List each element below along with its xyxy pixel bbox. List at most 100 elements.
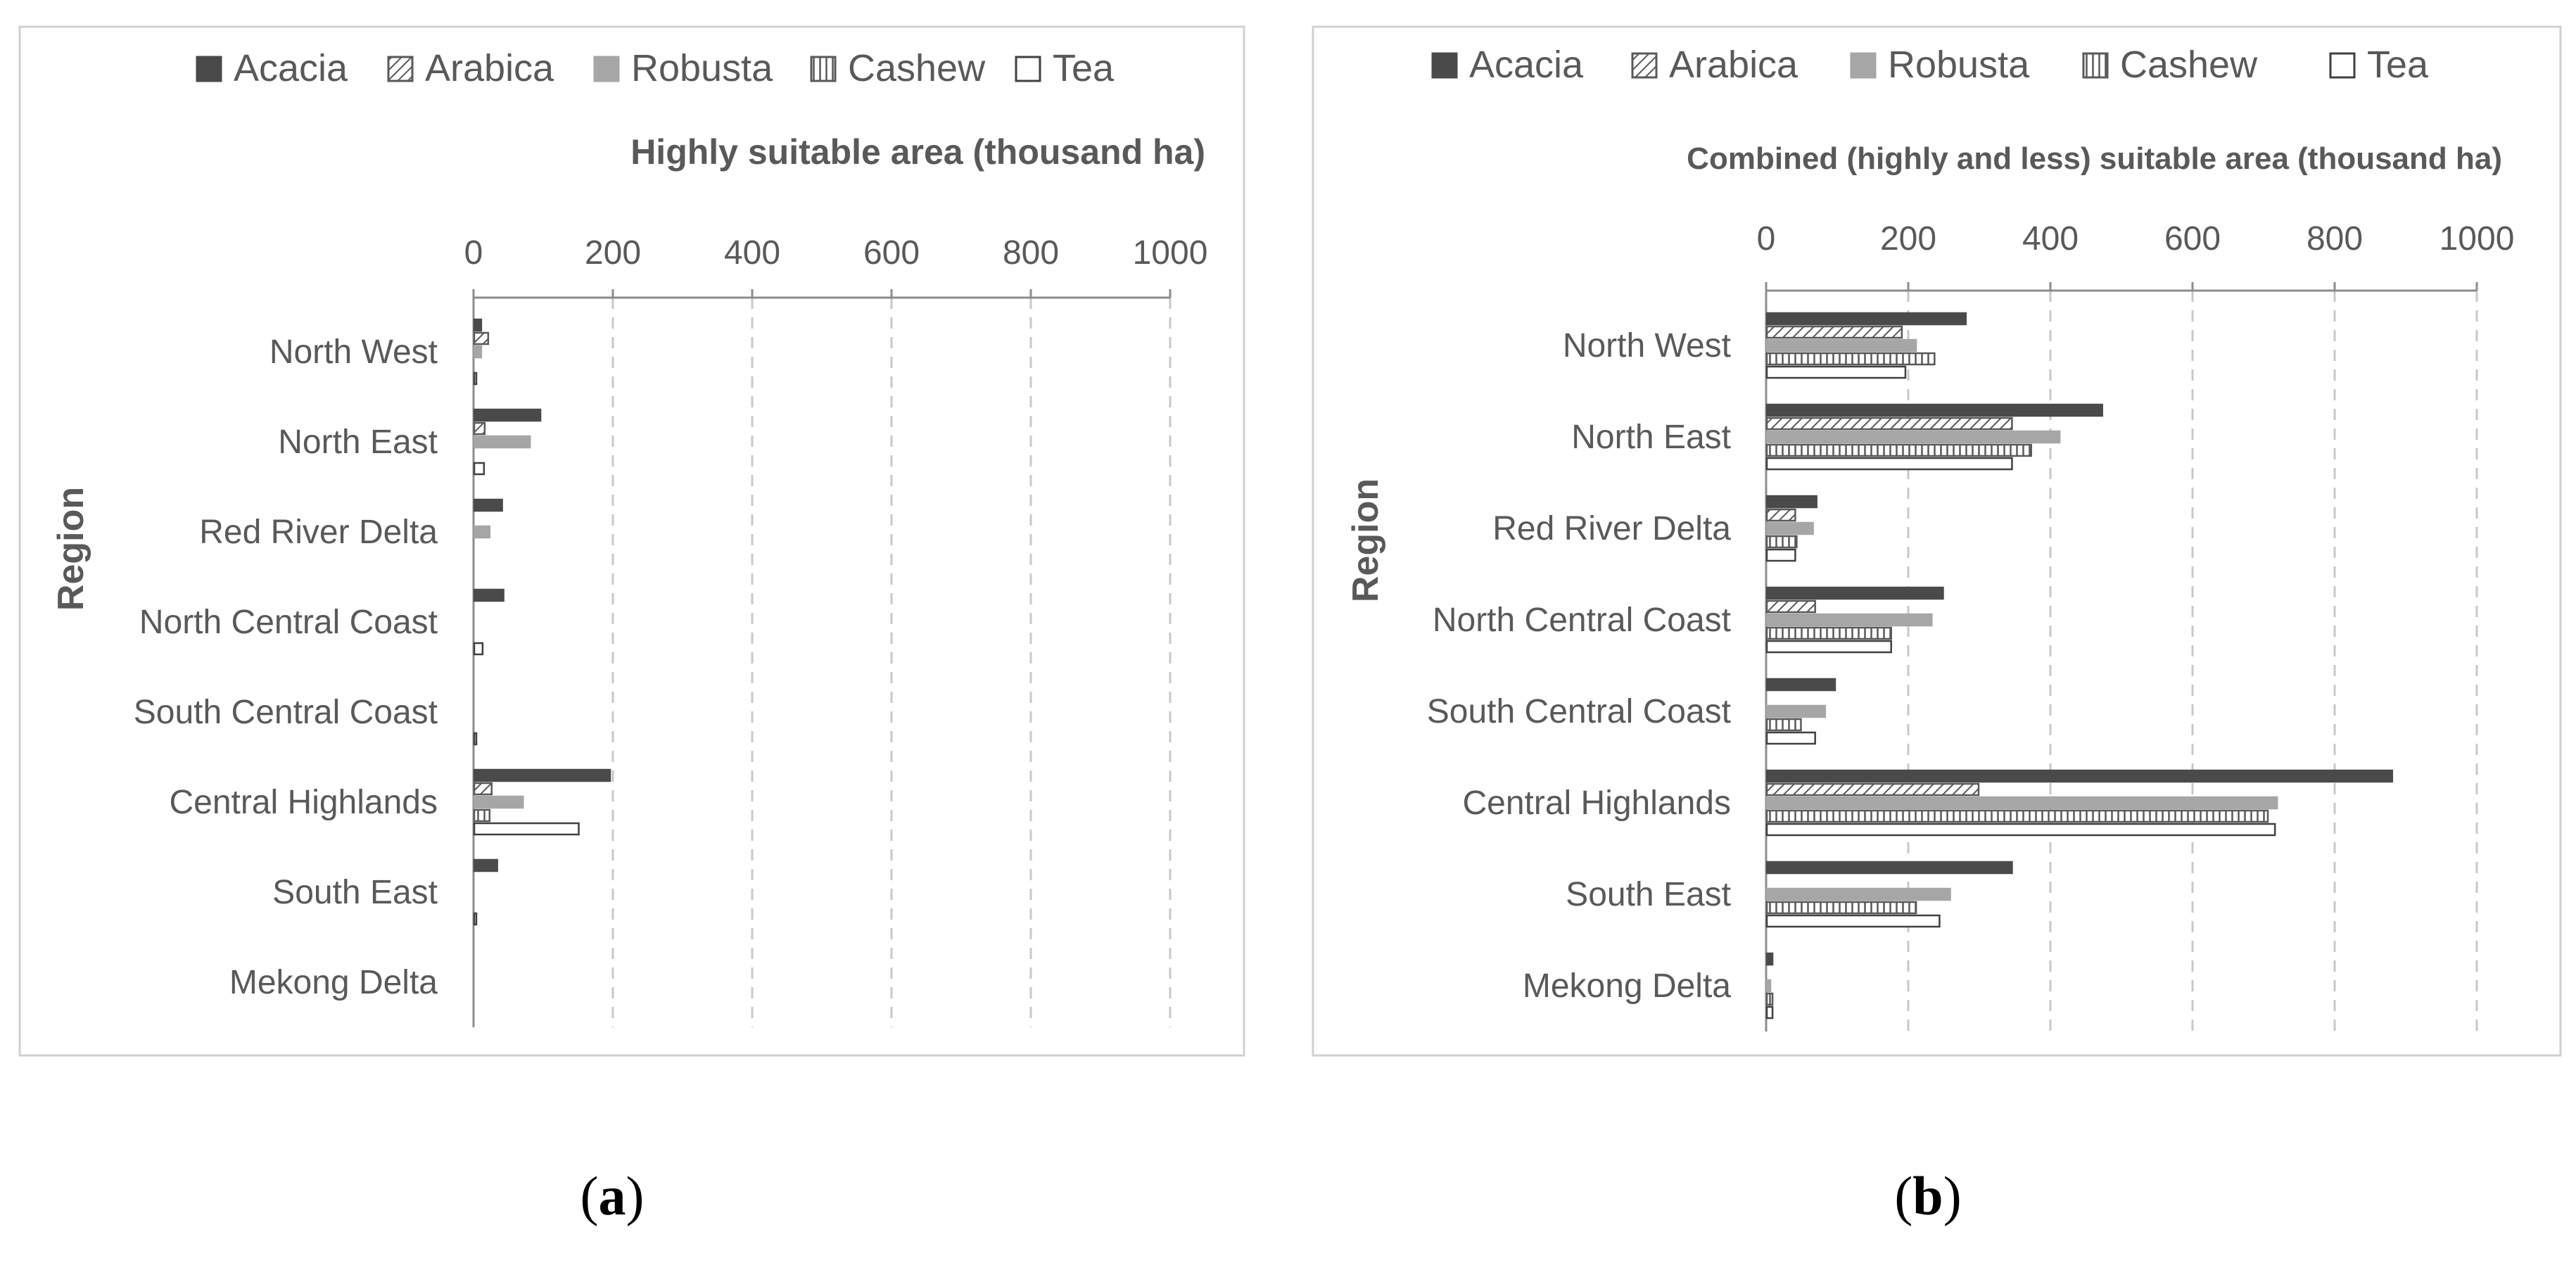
panel-b-legend-label-cashew: Cashew [2120, 44, 2258, 86]
panel-a-bar-acacia-red-river-delta [473, 498, 503, 512]
panel-b-bar-tea-south-east [1765, 914, 1941, 928]
panel-b-legend-swatch-robusta [1850, 52, 1877, 79]
panel-b-chart: Acacia Arabica Robusta Cashew Tea Combined (h… [1312, 25, 2562, 1057]
panel-b-category-label-north-central-coast: North Central Coast [1433, 602, 1731, 639]
panel-a-tick-label-0: 0 [464, 234, 483, 272]
panel-b-bar-arabica-north-east [1765, 417, 2013, 431]
panel-b-legend-label-tea: Tea [2367, 44, 2429, 86]
panel-a-bar-arabica-central-highlands [473, 782, 493, 796]
panel-a-tick-label-400: 400 [724, 234, 780, 272]
panel-a-category-label-north-west: North West [269, 334, 438, 371]
panel-b-legend-label-robusta: Robusta [1888, 44, 2030, 86]
panel-b-bar-tea-north-west [1765, 365, 1907, 379]
caption-b: (b) [1894, 1165, 1962, 1226]
panel-b-legend-swatch-cashew [2082, 52, 2109, 79]
panel-a-bar-acacia-south-east [473, 858, 498, 872]
panel-a-bar-arabica-north-east [473, 421, 486, 436]
panel-b-bar-arabica-central-highlands [1765, 782, 1980, 796]
panel-b-bar-cashew-red-river-delta [1765, 535, 1798, 549]
panel-a-category-label-mekong-delta: Mekong Delta [229, 964, 438, 1001]
panel-b-category-label-south-east: South East [1566, 876, 1731, 913]
panel-a-category-label-north-central-coast: North Central Coast [139, 604, 438, 641]
panel-b-category-label-north-west: North West [1563, 327, 1731, 364]
panel-b-bar-acacia-south-east [1765, 861, 2013, 875]
panel-a-bar-robusta-north-east [473, 435, 531, 449]
panel-b-legend-swatch-acacia [1431, 52, 1458, 79]
panel-b-tick-label-600: 600 [2164, 220, 2221, 258]
panel-b-category-label-north-east: North East [1571, 419, 1731, 456]
panel-b-bar-tea-mekong-delta [1765, 1005, 1774, 1020]
panel-a-bar-tea-north-west [473, 372, 478, 386]
panel-b-bar-robusta-central-highlands [1765, 796, 2278, 810]
panel-b-frame [1312, 25, 2562, 1057]
panel-a-category-label-central-highlands: Central Highlands [169, 784, 438, 821]
panel-a-bar-robusta-north-west [473, 345, 483, 359]
panel-a-legend-label-acacia: Acacia [234, 47, 348, 89]
panel-a-chart: Acacia Arabica Robusta Cashew Tea Highly suit… [18, 25, 1245, 1057]
panel-a-tick-label-800: 800 [1003, 234, 1059, 272]
panel-a-bar-robusta-central-highlands [473, 795, 524, 809]
panel-a-legend-swatch-robusta [593, 56, 620, 82]
panel-a-bar-acacia-north-west [473, 318, 483, 332]
panel-a-legend-swatch-arabica [387, 56, 414, 82]
panel-b-bar-robusta-north-central-coast [1765, 613, 1933, 627]
panel-b-bar-cashew-north-east [1765, 443, 2032, 457]
panel-b-chart-title: Combined (highly and less) suitable area… [1687, 141, 2502, 176]
panel-b-legend-swatch-tea [2329, 52, 2356, 79]
panel-b-category-label-red-river-delta: Red River Delta [1492, 510, 1731, 547]
panel-b-bar-robusta-red-river-delta [1765, 521, 1814, 535]
panel-b-bar-tea-north-east [1765, 457, 2013, 471]
panel-b-bar-robusta-mekong-delta [1765, 979, 1772, 993]
panel-a-bar-acacia-central-highlands [473, 768, 611, 782]
panel-b-bar-acacia-north-central-coast [1765, 586, 1944, 600]
panel-b-bar-cashew-south-east [1765, 901, 1917, 915]
panel-a-tick-label-1000: 1000 [1133, 234, 1208, 272]
panel-a-legend-swatch-acacia [196, 56, 222, 82]
panel-a-chart-title: Highly suitable area (thousand ha) [630, 132, 1205, 172]
panel-a-legend-label-robusta: Robusta [631, 47, 773, 89]
panel-b-y-axis-title: Region [1345, 478, 1386, 602]
panel-b-category-label-south-central-coast: South Central Coast [1427, 693, 1731, 730]
panel-b-bar-cashew-north-central-coast [1765, 626, 1892, 640]
panel-a-category-label-red-river-delta: Red River Delta [199, 514, 438, 551]
caption-a: (a) [580, 1165, 645, 1226]
panel-a-legend-label-cashew: Cashew [848, 47, 986, 89]
panel-b-legend-label-acacia: Acacia [1469, 44, 1584, 86]
panel-b-bar-tea-central-highlands [1765, 823, 2276, 837]
panel-b-bar-cashew-mekong-delta [1765, 992, 1774, 1006]
panel-b-bar-acacia-north-east [1765, 403, 2103, 417]
panel-a-bar-acacia-north-central-coast [473, 588, 505, 602]
panel-a-bar-tea-north-central-coast [473, 642, 484, 656]
panel-a-tick-label-200: 200 [585, 234, 641, 272]
panel-a-category-label-south-central-coast: South Central Coast [134, 694, 438, 731]
panel-b-bar-robusta-south-central-coast [1765, 704, 1827, 718]
panel-a-bar-robusta-red-river-delta [473, 525, 491, 539]
panel-b-legend-swatch-arabica [1631, 52, 1658, 79]
panel-b-bar-arabica-north-central-coast [1765, 599, 1816, 614]
panel-a-category-label-north-east: North East [278, 424, 438, 461]
panel-b-bar-arabica-red-river-delta [1765, 508, 1796, 522]
panel-a-tick-label-600: 600 [863, 234, 920, 272]
panel-b-bar-arabica-north-west [1765, 325, 1903, 339]
panel-b-bar-tea-south-central-coast [1765, 731, 1816, 745]
panel-a-legend-swatch-tea [1015, 56, 1041, 82]
panel-a-bar-tea-south-central-coast [473, 732, 478, 746]
panel-b-tick-label-800: 800 [2307, 220, 2363, 258]
panel-b-tick-label-0: 0 [1757, 220, 1776, 258]
panel-b-legend-label-arabica: Arabica [1669, 44, 1798, 86]
panel-b-category-label-mekong-delta: Mekong Delta [1523, 967, 1731, 1005]
panel-a-bar-tea-south-east [473, 912, 478, 926]
panel-b-bar-cashew-central-highlands [1765, 809, 2269, 823]
panel-b-bar-robusta-north-east [1765, 430, 2061, 444]
panel-a-bar-arabica-north-west [473, 331, 490, 345]
panel-a-frame [18, 25, 1245, 1057]
panel-b-bar-tea-red-river-delta [1765, 548, 1796, 562]
panel-b-bar-acacia-north-west [1765, 312, 1967, 326]
panel-b-category-label-central-highlands: Central Highlands [1462, 785, 1731, 822]
panel-a-bar-tea-central-highlands [473, 822, 580, 836]
panel-b-bar-cashew-south-central-coast [1765, 718, 1802, 732]
panel-a-y-axis-title: Region [51, 487, 91, 611]
panel-a-bar-tea-north-east [473, 462, 486, 476]
panel-a-legend-swatch-cashew [810, 56, 837, 82]
